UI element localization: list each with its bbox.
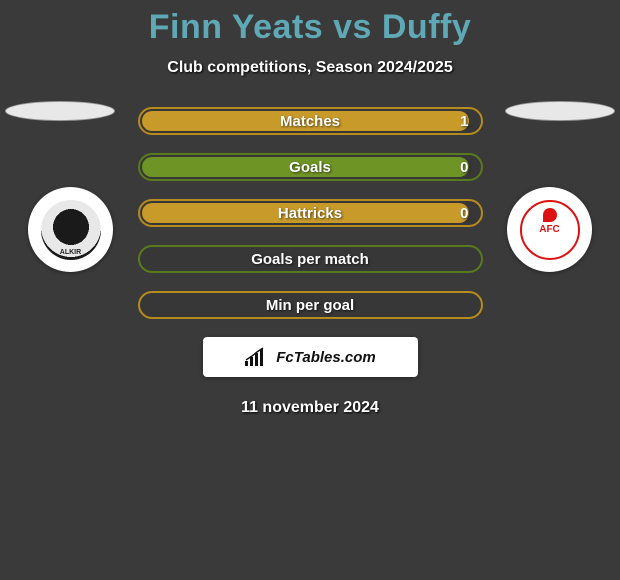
subtitle: Club competitions, Season 2024/2025 <box>0 59 620 77</box>
comparison-stage: Matches1Goals0Hattricks0Goals per matchM… <box>0 107 620 319</box>
stat-bar-value: 0 <box>460 201 468 225</box>
stat-bar-value: 0 <box>460 155 468 179</box>
stat-bar: Matches1 <box>138 107 483 135</box>
fctables-logo-icon <box>244 347 270 367</box>
right-player-ellipse <box>505 101 615 121</box>
stat-bar-label: Matches <box>140 109 481 133</box>
stat-bar-label: Min per goal <box>140 293 481 317</box>
stat-bar: Min per goal <box>138 291 483 319</box>
brand-text: FcTables.com <box>276 349 375 366</box>
left-club-crest <box>28 187 113 272</box>
airdrieonians-crest-icon <box>520 200 580 260</box>
stat-bar-value: 1 <box>460 109 468 133</box>
stat-bar: Hattricks0 <box>138 199 483 227</box>
stat-bar: Goals0 <box>138 153 483 181</box>
left-player-ellipse <box>5 101 115 121</box>
stat-bar-label: Goals <box>140 155 481 179</box>
brand-footer: FcTables.com <box>203 337 418 377</box>
stat-bars: Matches1Goals0Hattricks0Goals per matchM… <box>138 107 483 319</box>
stat-bar: Goals per match <box>138 245 483 273</box>
falkirk-crest-icon <box>41 200 101 260</box>
page-title: Finn Yeats vs Duffy <box>0 0 620 47</box>
stat-bar-label: Goals per match <box>140 247 481 271</box>
right-club-crest <box>507 187 592 272</box>
stat-bar-label: Hattricks <box>140 201 481 225</box>
date-text: 11 november 2024 <box>0 399 620 417</box>
